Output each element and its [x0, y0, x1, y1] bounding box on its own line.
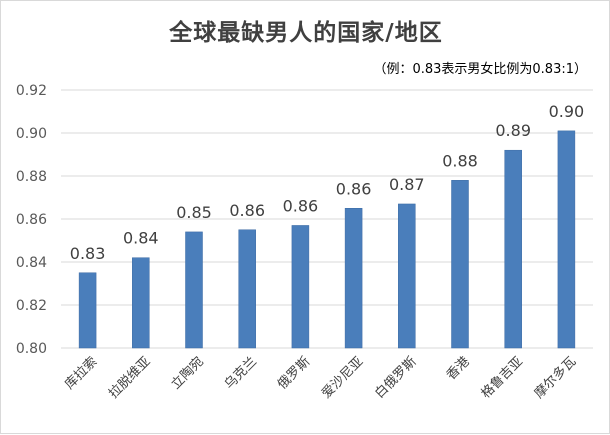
y-tick-label: 0.84 [16, 255, 47, 271]
x-tick-label: 爱沙尼亚 [319, 354, 366, 401]
x-tick-label: 立陶宛 [168, 354, 207, 393]
data-label: 0.87 [389, 175, 425, 194]
y-tick-label: 0.80 [16, 341, 47, 357]
x-tick-label: 俄罗斯 [275, 354, 313, 392]
bar [185, 231, 203, 349]
x-tick-label: 拉脱维亚 [106, 354, 153, 401]
data-label: 0.86 [229, 201, 265, 220]
data-label: 0.86 [336, 179, 372, 198]
data-label: 0.88 [442, 151, 478, 170]
data-label: 0.90 [549, 102, 585, 121]
x-tick-label: 白俄罗斯 [372, 354, 420, 402]
x-tick-label: 摩尔多瓦 [531, 354, 579, 402]
bar [451, 180, 469, 349]
x-tick-label: 香港 [444, 354, 473, 383]
data-label: 0.84 [123, 229, 159, 248]
data-label: 0.85 [176, 203, 212, 222]
bar [78, 272, 97, 349]
bar [504, 149, 522, 349]
y-tick-label: 0.92 [16, 83, 47, 99]
bar [398, 203, 416, 349]
bar [238, 229, 256, 349]
bar [132, 257, 150, 349]
y-tick-label: 0.88 [16, 169, 47, 185]
data-label: 0.86 [283, 196, 319, 215]
x-tick-label: 乌克兰 [221, 354, 260, 393]
y-tick-label: 0.82 [16, 298, 47, 314]
x-tick-label: 格鲁吉亚 [478, 354, 526, 402]
y-tick-label: 0.90 [16, 126, 47, 142]
x-tick-label: 库拉索 [62, 354, 101, 393]
chart-title: 全球最缺男人的国家/地区 [169, 20, 443, 46]
bar [344, 208, 363, 349]
bar [557, 130, 576, 349]
bar [291, 225, 310, 349]
data-label: 0.89 [495, 121, 531, 140]
y-tick-label: 0.86 [16, 212, 47, 228]
data-label: 0.83 [70, 244, 106, 263]
chart-subtitle: （例：0.83表示男女比例为0.83:1） [373, 62, 587, 77]
